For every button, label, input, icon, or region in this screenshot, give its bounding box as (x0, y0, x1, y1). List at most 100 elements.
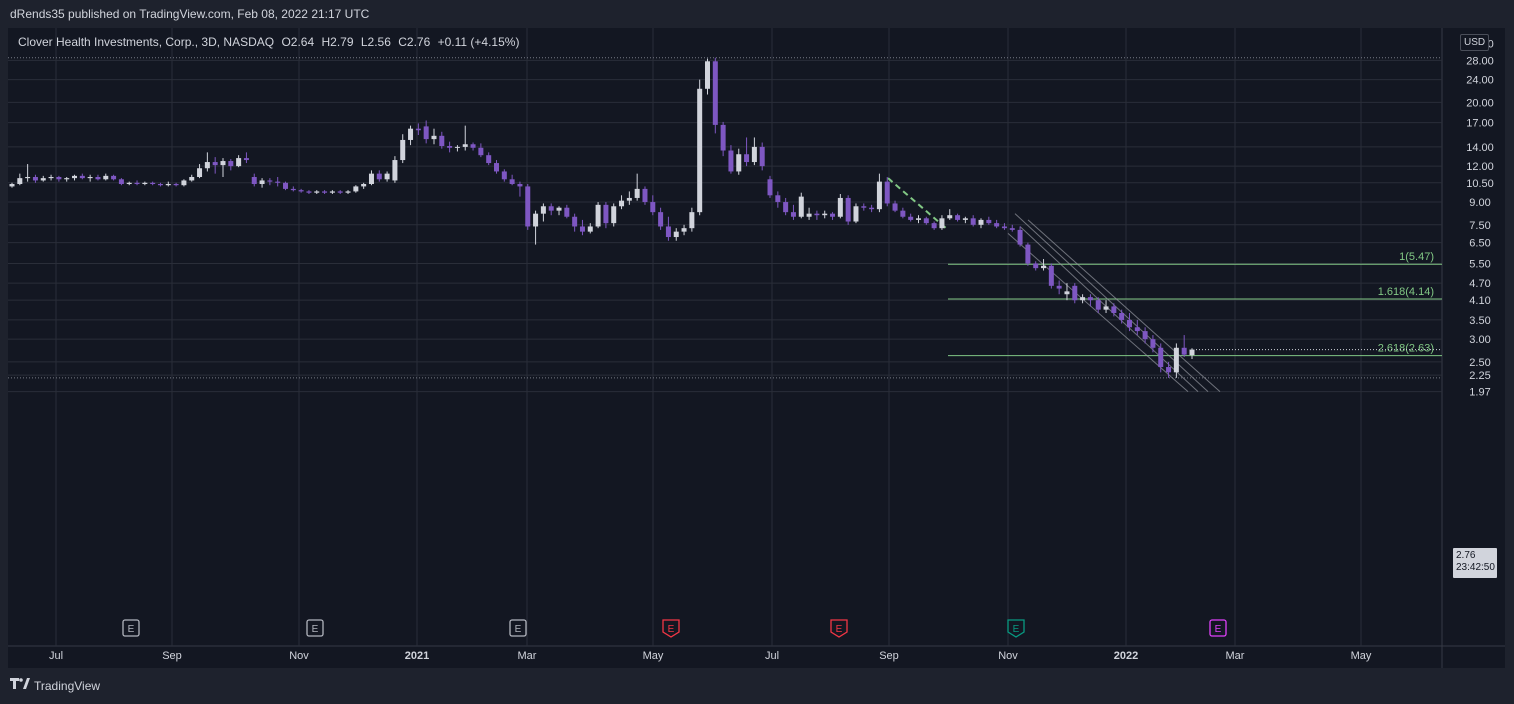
legend-high: H2.79 (321, 35, 354, 49)
legend-close: C2.76 (398, 35, 431, 49)
candle-body (572, 216, 578, 227)
candle-body (126, 182, 132, 184)
legend-open: O2.64 (281, 35, 315, 49)
chart-panel[interactable]: JulSepNov2021MarMayJulSepNov2022MarMay32… (8, 28, 1505, 668)
candle-body (322, 191, 328, 193)
candle-body (915, 218, 921, 220)
candle-body (283, 182, 289, 189)
fib-level-label: 1(5.47) (1399, 251, 1434, 263)
y-tick-label: 14.00 (1466, 142, 1494, 154)
candle-body (337, 191, 343, 193)
candle-body (157, 183, 163, 186)
candle-body (658, 212, 664, 227)
candle-body (142, 182, 148, 184)
candle-body (423, 126, 429, 140)
x-tick-label: Jul (765, 650, 779, 662)
candle-body (197, 168, 203, 177)
candle-body (236, 158, 242, 167)
y-tick-label: 3.00 (1469, 334, 1490, 346)
candle-body (1134, 327, 1140, 332)
candle-body (1009, 228, 1015, 230)
candle-body (978, 219, 984, 225)
candle-body (1126, 319, 1132, 328)
footer-brand[interactable]: TradingView (34, 678, 101, 693)
candle-body (204, 162, 210, 169)
candle-body (876, 181, 882, 210)
earnings-marker (122, 619, 140, 637)
tradingview-logo-icon[interactable] (10, 678, 30, 693)
candle-body (79, 175, 85, 179)
candle-body (376, 173, 382, 180)
earnings-marker-label: E (1215, 624, 1222, 635)
candle-body (900, 210, 906, 217)
candle-body (415, 128, 421, 131)
candle-body (517, 183, 523, 187)
candle-body (494, 163, 500, 172)
earnings-marker (509, 619, 527, 637)
y-tick-label: 17.00 (1466, 118, 1494, 130)
x-tick-label: Sep (879, 650, 899, 662)
candle-body (290, 188, 296, 191)
earnings-marker (830, 619, 848, 638)
candle-body (447, 146, 453, 148)
y-tick-label: 4.70 (1469, 278, 1490, 290)
earnings-marker-label: E (515, 624, 522, 635)
fib-level-label: 1.618(4.14) (1378, 286, 1434, 298)
candle-body (314, 191, 320, 193)
x-tick-label: Sep (162, 650, 182, 662)
candle-body (1017, 229, 1023, 245)
candle-body (1025, 244, 1031, 264)
y-tick-label: 12.00 (1466, 161, 1494, 173)
candle-body (704, 61, 710, 89)
candle-body (25, 176, 31, 179)
candle-body (962, 218, 968, 220)
publisher-line: dRends35 published on TradingView.com, F… (10, 7, 370, 21)
currency-button[interactable]: USD (1460, 34, 1490, 51)
candle-body (884, 181, 890, 204)
candle-body (1072, 285, 1078, 301)
candle-body (173, 183, 179, 186)
trend-dashed-line (887, 177, 949, 231)
candle-body (939, 218, 945, 229)
last-price-value: 2.76 (1456, 550, 1476, 561)
candle-body (970, 218, 976, 225)
candle-body (384, 173, 390, 180)
candle-body (533, 213, 539, 227)
candle-body (806, 213, 812, 217)
candle-body (509, 179, 515, 184)
x-tick-label: May (1351, 650, 1372, 662)
candle-body (814, 213, 820, 216)
candle-body (736, 154, 742, 172)
candle-body (665, 226, 671, 238)
candle-body (17, 178, 23, 184)
candle-body (181, 180, 187, 186)
candle-body (243, 158, 249, 161)
symbol-legend: Clover Health Investments, Corp., 3D, NA… (18, 35, 523, 49)
candle-body (587, 226, 593, 232)
y-tick-label: 3.50 (1469, 315, 1490, 327)
candle-body (947, 215, 953, 219)
candle-body (329, 191, 335, 193)
candle-body (673, 231, 679, 238)
candle-body (548, 206, 554, 211)
candle-body (431, 135, 437, 140)
candle-body (619, 200, 625, 207)
x-tick-label: Nov (289, 650, 309, 662)
candle-body (1103, 306, 1109, 310)
x-tick-label: 2021 (405, 650, 429, 662)
candle-body (1056, 285, 1062, 289)
channel-line (1014, 213, 1209, 393)
earnings-marker-label: E (668, 624, 675, 635)
candle-body (759, 146, 765, 167)
candle-body (361, 183, 367, 187)
candle-body (134, 182, 140, 184)
candle-body (564, 207, 570, 217)
y-tick-label: 6.50 (1469, 238, 1490, 250)
candle-body (775, 195, 781, 203)
candle-body (908, 216, 914, 220)
candle-body (103, 175, 109, 180)
candle-body (783, 202, 789, 213)
candle-body (642, 188, 648, 203)
candle-body (1080, 297, 1086, 301)
candlestick-chart[interactable]: JulSepNov2021MarMayJulSepNov2022MarMay32… (8, 28, 1505, 668)
